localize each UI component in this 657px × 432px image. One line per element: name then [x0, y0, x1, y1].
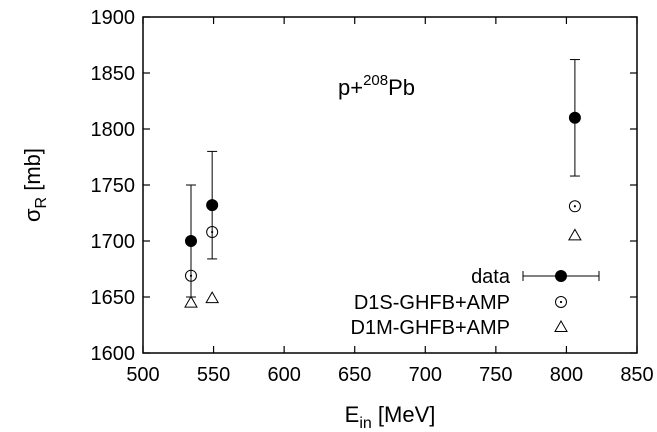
point-series-2	[184, 269, 197, 282]
point-series-3	[184, 295, 198, 308]
point-series-3	[205, 291, 220, 304]
y-tick-label: 1600	[91, 343, 136, 365]
x-axis-title: Ein [MeV]	[345, 402, 436, 432]
point-series-2-ring	[568, 200, 581, 213]
point-series-2	[206, 226, 219, 239]
legend-marker-2-ring	[555, 296, 567, 308]
x-tick-label: 650	[338, 364, 371, 386]
legend-label-3: D1M-GHFB+AMP	[351, 317, 510, 339]
legend-marker-2-dot	[559, 300, 563, 304]
point-series-2-dot	[211, 230, 214, 234]
point-series-1	[184, 235, 197, 247]
legend-label-1: data	[471, 266, 511, 288]
x-tick-label: 600	[267, 364, 300, 386]
y-tick-label: 1750	[91, 175, 136, 197]
y-tick-label: 1800	[91, 119, 136, 141]
x-tick-label: 500	[126, 364, 159, 386]
point-series-1	[568, 111, 581, 124]
x-tick-label: 550	[197, 364, 230, 386]
point-series-2-dot	[573, 205, 576, 208]
x-tick-label: 850	[620, 364, 653, 386]
annotation-label: p+208Pb	[338, 72, 415, 100]
point-series-2-ring	[184, 269, 197, 282]
point-series-1	[206, 199, 219, 212]
point-series-2	[568, 200, 581, 213]
legend-marker-3	[554, 319, 568, 332]
y-tick-label: 1650	[91, 287, 136, 309]
x-tick-label: 750	[479, 364, 512, 386]
y-tick-label: 1850	[91, 63, 136, 85]
point-series-2-dot	[189, 274, 193, 277]
x-tick-label: 700	[409, 364, 442, 386]
legend-label-2: D1S-GHFB+AMP	[354, 292, 510, 314]
legend-marker-2	[555, 296, 567, 308]
x-tick-label: 800	[550, 364, 583, 386]
point-series-2-ring	[206, 226, 219, 239]
point-series-3	[568, 228, 582, 241]
legend-marker-1	[555, 270, 567, 282]
y-tick-label: 1700	[91, 231, 136, 253]
y-tick-label: 1900	[91, 7, 136, 29]
y-axis-title: σR [mb]	[20, 148, 50, 222]
